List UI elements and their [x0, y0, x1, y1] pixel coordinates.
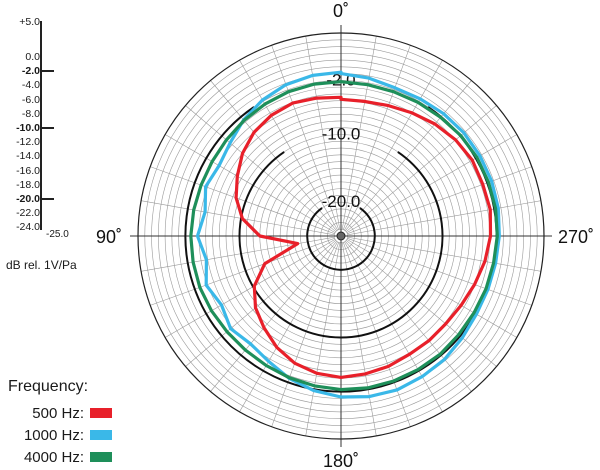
grid-spoke — [210, 80, 337, 231]
grid-spoke — [345, 241, 472, 392]
grid-spoke — [305, 36, 341, 230]
grid-spoke — [346, 239, 517, 338]
grid-spoke — [341, 36, 377, 230]
scale-min-label: -25.0 — [46, 229, 69, 240]
scale-tick-label: -22.0 — [16, 207, 40, 220]
scale-tick-label: -8.0 — [21, 107, 40, 120]
legend-item-500hz: 500 Hz: — [8, 402, 112, 424]
center-hub — [336, 231, 346, 241]
scale-tick-label: -10.0 — [16, 122, 40, 134]
grid-spoke — [165, 134, 336, 233]
legend-item-4000hz: 4000 Hz: — [8, 446, 112, 468]
scale-unit-label: dB rel. 1V/Pa — [6, 258, 77, 272]
legend-label: 1000 Hz: — [23, 426, 84, 444]
grid-spoke — [141, 200, 335, 236]
scale-major-tick-mark — [40, 198, 54, 200]
scale-tick-label: -20.0 — [16, 193, 40, 205]
grid-spoke — [150, 238, 335, 306]
grid-spoke — [239, 241, 338, 412]
scale-tick-label: -2.0 — [21, 65, 40, 78]
legend-label: 4000 Hz: — [23, 448, 84, 466]
scale-tick-label: +5.0 — [19, 16, 40, 28]
series-line-2 — [189, 80, 499, 392]
grid-spoke — [343, 45, 411, 230]
ring-label: -20.0 — [322, 192, 361, 211]
scale-major-tick-mark — [40, 127, 54, 129]
series-line-0 — [234, 95, 493, 379]
grid-spoke — [346, 240, 497, 367]
legend-swatch — [90, 452, 112, 462]
grid-spoke — [271, 242, 339, 427]
scale-tick-label: 0.0 — [25, 51, 40, 63]
legend-swatch — [90, 430, 112, 440]
series-line-1 — [195, 70, 501, 399]
scale-bar: +5.0 0.0 -2.0 -4.0 -6.0 -8.0 -10.0 -12.0 -14.0 -1… — [0, 0, 80, 272]
grid-spoke — [239, 60, 338, 231]
grid-spoke — [346, 134, 517, 233]
scale-tick-label: -12.0 — [16, 136, 40, 149]
legend-swatch — [90, 408, 112, 418]
scale-tick-label: -6.0 — [21, 93, 40, 106]
angle-label-left: 90˚ — [96, 227, 122, 247]
angle-label-right: 270˚ — [558, 227, 594, 247]
grid-spoke — [343, 242, 411, 427]
scale-tick-label: -18.0 — [16, 178, 40, 191]
legend-title: Frequency: — [8, 378, 89, 395]
legend: Frequency: 500 Hz: 1000 Hz: 4000 Hz: — [8, 378, 112, 468]
grid-spoke — [346, 105, 497, 232]
scale-tick-label: -14.0 — [16, 150, 40, 163]
grid-spoke — [210, 241, 337, 392]
grid-spoke — [341, 242, 377, 436]
scale-major-tick-mark — [40, 70, 54, 73]
grid-spoke — [345, 80, 472, 231]
scale-tick-label: -24.0 — [16, 221, 40, 234]
ring-label: -10.0 — [322, 125, 361, 144]
grid-spoke — [347, 166, 532, 234]
grid-spoke — [344, 60, 443, 231]
grid-spoke — [141, 236, 335, 272]
grid-spoke — [344, 241, 443, 412]
grid-spoke — [347, 200, 541, 236]
outer-ring — [137, 32, 545, 440]
reference-ring — [306, 207, 376, 271]
grid-spoke — [185, 105, 336, 232]
grid-spoke — [185, 240, 336, 367]
grid-spoke — [271, 45, 339, 230]
legend-label: 500 Hz: — [32, 404, 84, 422]
scale-tick-label: -4.0 — [21, 79, 40, 92]
scale-tick-label: -16.0 — [16, 164, 40, 177]
grid-spoke — [347, 236, 541, 272]
angle-label-top: 0˚ — [333, 1, 349, 21]
grid-spoke — [305, 242, 341, 436]
grid-spoke — [165, 239, 336, 338]
grid-spoke — [347, 238, 532, 306]
grid-spoke — [150, 166, 335, 234]
scale-axis-line — [40, 21, 42, 230]
angle-label-bottom: 180˚ — [323, 451, 359, 470]
legend-item-1000hz: 1000 Hz: — [8, 424, 112, 446]
